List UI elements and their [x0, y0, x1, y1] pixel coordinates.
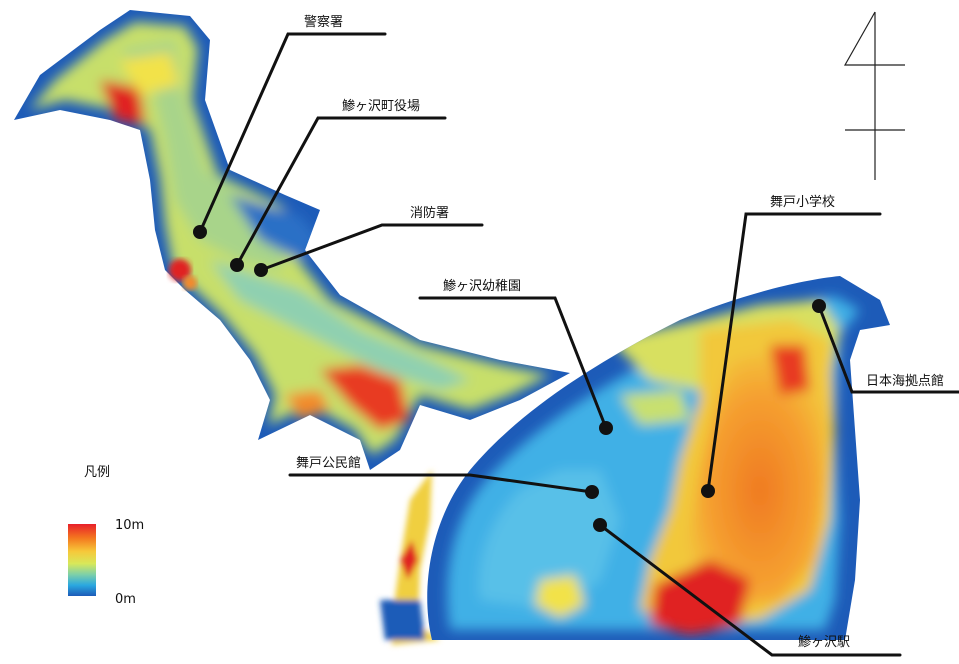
legend-max-label: 10m — [115, 518, 144, 533]
north-terrain — [14, 10, 570, 470]
west-bank-terrain — [380, 470, 440, 645]
station-marker — [593, 518, 607, 532]
label-kindergarten: 鯵ヶ沢幼稚園 — [443, 279, 521, 294]
maido-hall-marker — [585, 485, 599, 499]
leader-maido-hall — [288, 473, 594, 494]
leader-japan-sea-center — [817, 304, 959, 394]
label-maido-school: 舞戸小学校 — [770, 194, 835, 210]
japan-sea-center-marker — [812, 299, 826, 313]
police-marker — [193, 225, 207, 239]
leader-police — [198, 32, 387, 234]
legend-color-ramp — [68, 524, 96, 596]
leader-fire-station — [259, 223, 484, 272]
town-office-marker — [230, 258, 244, 272]
label-fire-station: 消防署 — [410, 205, 449, 221]
leader-station — [598, 523, 902, 657]
legend: 凡例 10m 0m — [68, 465, 144, 607]
east-terrain — [427, 276, 890, 640]
legend-title: 凡例 — [84, 465, 110, 480]
maido-school-marker — [701, 484, 715, 498]
north-arrow — [843, 11, 905, 180]
kindergarten-marker — [599, 421, 613, 435]
leader-lines — [198, 32, 959, 657]
legend-min-label: 0m — [115, 592, 136, 607]
leader-town-office — [235, 116, 447, 267]
label-japan-sea-center: 日本海拠点館 — [866, 374, 944, 389]
label-maido-hall: 舞戸公民館 — [296, 456, 361, 471]
leader-kindergarten — [418, 296, 608, 430]
landmark-dots — [193, 225, 826, 532]
landmark-labels: 警察署 鯵ヶ沢町役場 消防署 鯵ヶ沢幼稚園 舞戸小学校 日本海拠点館 舞戸公民館… — [296, 14, 944, 650]
label-police: 警察署 — [304, 14, 343, 30]
leader-maido-school — [706, 212, 882, 493]
label-town-office: 鯵ヶ沢町役場 — [342, 99, 420, 114]
fire-station-marker — [254, 263, 268, 277]
label-station: 鯵ヶ沢駅 — [798, 635, 850, 650]
